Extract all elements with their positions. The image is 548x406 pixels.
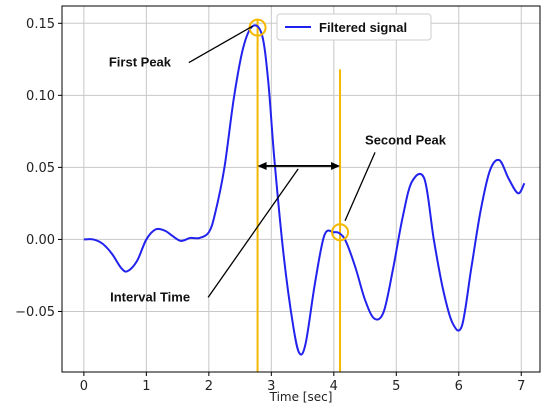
annotation-leader [188,25,253,64]
annotation-label: First Peak [109,55,172,70]
legend: Filtered signal [276,13,432,41]
x-tick-label: 3 [267,379,275,394]
interval-arrow-head-right [331,161,341,170]
plot-frame [61,5,541,373]
reference-lines [256,20,342,372]
y-tick-label: 0.15 [26,17,55,32]
annotation-label: Interval Time [110,289,190,304]
interval-arrow-head-left [257,161,267,170]
interval-arrow [257,161,341,170]
legend-box [276,13,432,41]
y-tick-label: −0.05 [15,305,55,320]
annotation-leader [207,168,299,298]
annotations: First Peak Second Peak Interval Time [109,25,447,304]
series-line [83,24,526,356]
y-tick-label: 0.10 [26,89,55,104]
y-tick-label: 0.05 [26,161,55,176]
x-tick-label: 1 [142,379,150,394]
x-ticks: 0 1 2 3 4 5 6 7 [80,372,525,394]
x-tick-label: 7 [517,379,525,394]
y-tick-label: 0.00 [26,233,55,248]
x-tick-label: 2 [205,379,213,394]
x-tick-label: 4 [330,379,338,394]
annotation-leader [344,152,376,221]
legend-label: Filtered signal [319,20,407,35]
x-tick-label: 5 [392,379,400,394]
series-lines [83,24,526,356]
x-tick-label: 0 [80,379,88,394]
x-tick-label: 6 [455,379,463,394]
annotation-label: Second Peak [365,132,447,147]
peak-marker [331,223,350,242]
y-ticks: −0.05 0.00 0.05 0.10 0.15 [15,17,62,320]
x-axis-label: Time [sec] [269,390,333,404]
